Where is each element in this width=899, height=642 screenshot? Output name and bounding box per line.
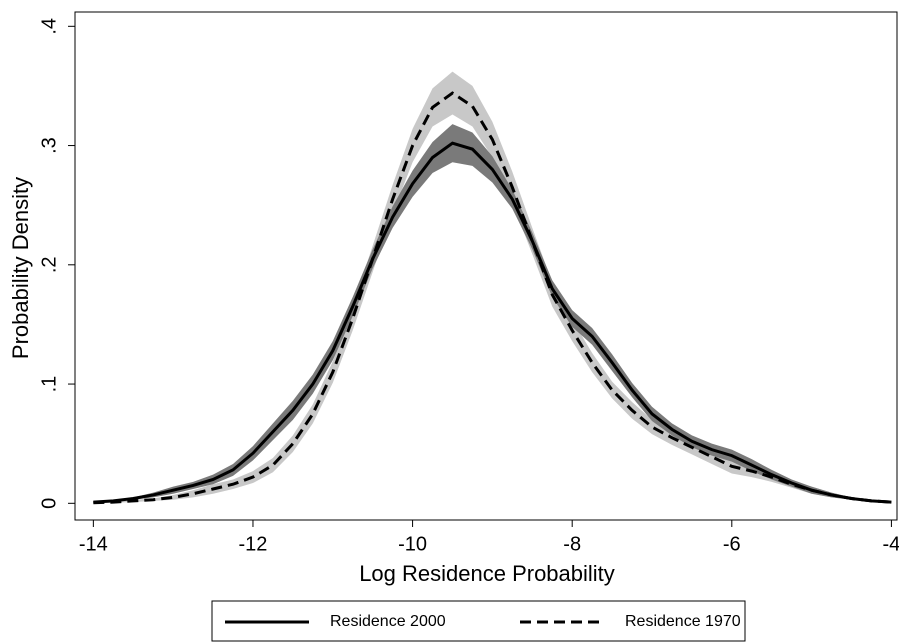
y-tick-label: 0 bbox=[38, 498, 60, 509]
y-tick-label: .2 bbox=[38, 256, 60, 273]
x-axis-title: Log Residence Probability bbox=[359, 561, 615, 586]
y-tick-label: .1 bbox=[38, 376, 60, 393]
confidence-band bbox=[93, 124, 892, 503]
x-tick-label: -4 bbox=[883, 533, 899, 555]
y-tick-label: .3 bbox=[38, 137, 60, 154]
x-tick-label: -6 bbox=[723, 533, 741, 555]
density-line bbox=[93, 141, 892, 504]
legend-text: Residence 2000 bbox=[330, 613, 446, 630]
y-axis-title: Probability Density bbox=[8, 177, 33, 359]
plot-frame bbox=[74, 11, 898, 521]
legend-text: Residence 1970 bbox=[625, 613, 741, 630]
x-tick-label: -8 bbox=[563, 533, 581, 555]
density-line bbox=[93, 91, 892, 505]
confidence-band bbox=[93, 71, 892, 504]
x-tick-label: -12 bbox=[239, 533, 268, 555]
y-tick-label: .4 bbox=[38, 18, 60, 35]
x-tick-label: -10 bbox=[398, 533, 427, 555]
x-tick-label: -14 bbox=[79, 533, 108, 555]
